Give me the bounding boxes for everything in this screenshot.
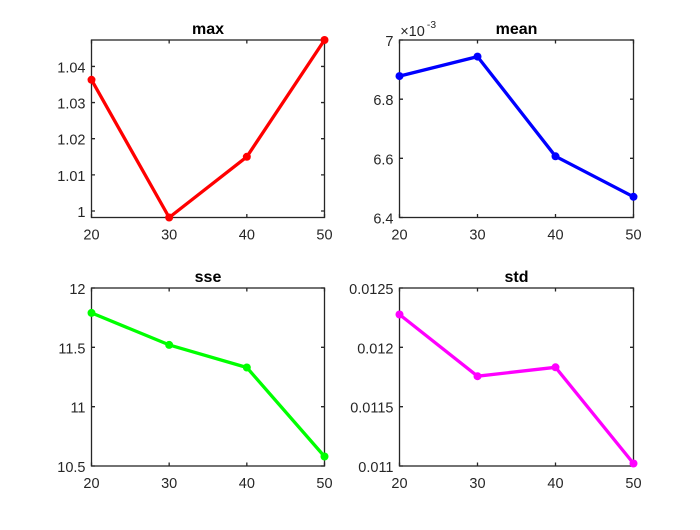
svg-text:50: 50 [316, 476, 332, 492]
svg-text:mean: mean [496, 21, 538, 38]
svg-text:20: 20 [391, 227, 407, 243]
svg-text:6.8: 6.8 [373, 93, 393, 109]
svg-text:40: 40 [547, 227, 563, 243]
svg-text:50: 50 [316, 227, 332, 243]
svg-text:6.6: 6.6 [373, 152, 393, 168]
svg-text:0.012: 0.012 [357, 341, 393, 357]
svg-text:30: 30 [469, 476, 485, 492]
svg-text:1.02: 1.02 [57, 133, 85, 149]
svg-text:0.0125: 0.0125 [349, 282, 393, 298]
svg-text:1.01: 1.01 [57, 169, 85, 185]
svg-text:10.5: 10.5 [57, 460, 85, 476]
svg-text:11: 11 [70, 401, 85, 417]
svg-text:40: 40 [239, 476, 255, 492]
svg-text:40: 40 [239, 227, 255, 243]
svg-text:1: 1 [77, 205, 85, 221]
svg-text:11.5: 11.5 [58, 341, 85, 357]
svg-text:50: 50 [625, 227, 641, 243]
svg-text:30: 30 [469, 227, 485, 243]
svg-text:6.4: 6.4 [373, 212, 393, 228]
svg-text:1.04: 1.04 [57, 60, 85, 76]
svg-text:7: 7 [385, 34, 393, 50]
svg-text:20: 20 [391, 476, 407, 492]
svg-text:50: 50 [625, 476, 641, 492]
svg-text:20: 20 [83, 476, 99, 492]
svg-text:sse: sse [195, 269, 222, 286]
svg-text:×10: ×10 [400, 24, 425, 40]
svg-text:40: 40 [547, 476, 563, 492]
svg-text:-3: -3 [427, 20, 436, 31]
svg-text:1.03: 1.03 [57, 97, 85, 113]
svg-text:30: 30 [161, 227, 177, 243]
svg-text:20: 20 [83, 227, 99, 243]
svg-text:std: std [505, 269, 529, 286]
svg-text:0.0115: 0.0115 [350, 401, 393, 417]
svg-text:30: 30 [161, 476, 177, 492]
svg-text:max: max [192, 21, 224, 38]
svg-text:0.011: 0.011 [358, 460, 393, 476]
svg-text:12: 12 [69, 282, 85, 298]
